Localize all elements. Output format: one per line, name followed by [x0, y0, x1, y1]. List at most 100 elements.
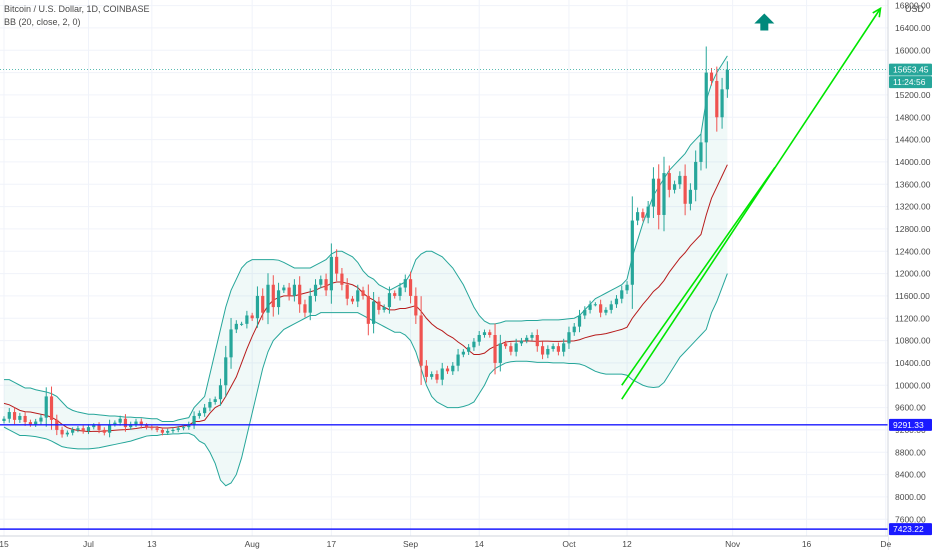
candle-body [308, 295, 312, 313]
candle-body [218, 385, 223, 400]
candle [704, 46, 708, 169]
candle-body [509, 346, 513, 352]
candle-body [683, 175, 687, 204]
candle-body [49, 396, 54, 420]
candle [71, 427, 75, 436]
candle [641, 208, 645, 222]
candle-body [715, 80, 719, 118]
price-tick-label: 9600.00 [895, 403, 926, 413]
candle-body [672, 184, 677, 190]
candle-body [467, 347, 471, 352]
price-tick-label: 14800.00 [895, 112, 931, 122]
candle-body [530, 335, 534, 338]
price-tick-label: 11600.00 [895, 291, 930, 301]
candle-body [593, 304, 597, 306]
candle [39, 414, 43, 425]
trend-drawings[interactable] [621, 6, 882, 400]
time-axis[interactable]: 15 Jul 13 Aug 17 Sep 14 Oct 12 Nov 16 De [0, 535, 891, 550]
candle [387, 286, 392, 314]
bb-area [4, 55, 728, 486]
candle [725, 61, 729, 98]
candle-body [76, 428, 80, 430]
candle [213, 396, 217, 405]
candle [657, 164, 661, 230]
candle [229, 317, 233, 369]
candle [240, 321, 244, 326]
time-tick-label: 12 [622, 539, 632, 549]
candle [23, 412, 27, 426]
currency-label: USD [905, 4, 925, 14]
candle-body [377, 301, 381, 310]
candle [620, 285, 624, 304]
candle-body [187, 424, 191, 428]
price-badge [889, 76, 932, 89]
candle [451, 362, 455, 375]
candle-body [240, 323, 244, 325]
candle-body [694, 161, 698, 190]
candle [382, 304, 386, 313]
time-tick-label: Aug [245, 539, 260, 549]
candle [250, 312, 254, 321]
candle-body [546, 348, 550, 355]
candle [224, 345, 228, 397]
candle-body [445, 368, 450, 372]
bb-basis-line [3, 164, 728, 433]
candle [709, 67, 714, 86]
symbol-title[interactable]: Bitcoin / U.S. Dollar, 1D, COINBASE [4, 4, 150, 14]
candle [482, 329, 487, 338]
candle-body [435, 374, 439, 380]
candle-body [18, 415, 22, 420]
price-tick-label: 10000.00 [895, 380, 931, 390]
candle [361, 286, 365, 300]
candle [636, 207, 640, 226]
time-tick-label: Sep [403, 539, 418, 549]
candle [266, 273, 270, 325]
chart-legend: Bitcoin / U.S. Dollar, 1D, COINBASE BB (… [4, 3, 150, 29]
candle [646, 201, 650, 224]
indicator-title[interactable]: BB (20, close, 2, 0) [4, 17, 81, 27]
candle-body [577, 315, 582, 327]
candle-body [113, 422, 117, 425]
candle [445, 365, 450, 374]
candle-body [261, 295, 265, 313]
candle [276, 282, 281, 315]
candle-body [398, 287, 402, 296]
candle-body [340, 273, 344, 285]
candle [577, 309, 582, 333]
candle-body [181, 427, 186, 429]
candle [350, 296, 355, 305]
candle-body [588, 304, 592, 310]
price-tick-label: 16800.00 [895, 1, 931, 11]
price-tick-label: 7600.00 [895, 514, 926, 524]
candle-body [287, 287, 291, 296]
candle [461, 349, 465, 358]
candle-body [129, 424, 133, 428]
candle-body [250, 315, 254, 319]
candle-body [224, 357, 228, 386]
candle [493, 323, 497, 375]
candle-body [572, 326, 576, 333]
candle-body [382, 307, 386, 310]
price-tick-label: 10400.00 [895, 358, 931, 368]
candle-body [350, 298, 355, 302]
price-tick-label: 16400.00 [895, 23, 931, 33]
candle [556, 342, 560, 356]
candle-body [324, 279, 328, 291]
candle [678, 171, 682, 189]
candle [519, 337, 524, 347]
candle-body [345, 284, 349, 299]
candle [271, 275, 275, 317]
bb-upper-line [4, 55, 728, 423]
candle [255, 286, 260, 328]
candle [694, 150, 698, 202]
candle-body [535, 335, 539, 347]
candle-body [424, 365, 428, 377]
candle [76, 425, 80, 433]
candle-body [440, 368, 444, 380]
candle-body [245, 315, 249, 324]
candle-body [229, 329, 233, 358]
candle-body [525, 337, 529, 341]
candle [504, 340, 508, 349]
